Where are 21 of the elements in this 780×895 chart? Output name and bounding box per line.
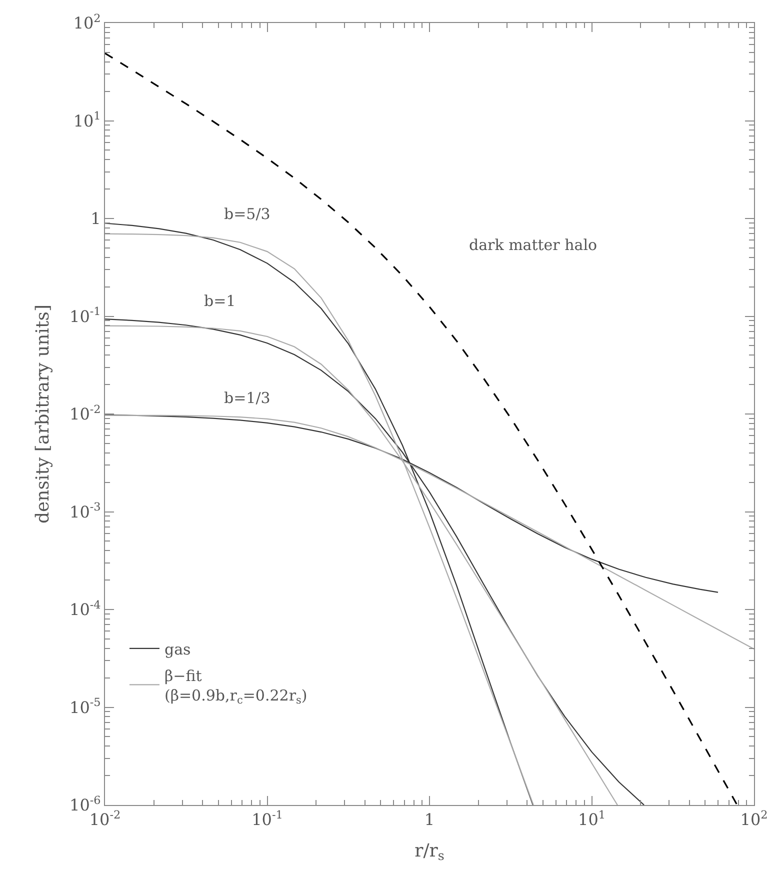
y-tick-label: 10$^{-1}$ — [70, 305, 101, 326]
x-tick-label: 10$^{-2}$ — [89, 808, 121, 830]
annotation: dark matter halo — [469, 236, 598, 254]
y-tick-label: 10$^{-4}$ — [70, 598, 101, 620]
annotation: b=5/3 — [224, 205, 270, 223]
y-tick-label: 10$^{-5}$ — [70, 696, 101, 717]
x-tick-label: 10$^{1}$ — [578, 808, 606, 830]
legend-label: β−fit (β=0.9b,r$_{c}$=0.22r$_{s}$) — [164, 666, 308, 706]
annotation: b=1/3 — [224, 389, 270, 407]
x-tick-label: 1 — [424, 810, 435, 830]
y-tick-label: 10$^{1}$ — [73, 110, 101, 130]
x-tick-label: 10$^{2}$ — [740, 808, 768, 830]
legend-label: gas — [164, 640, 191, 658]
y-tick-label: 10$^{2}$ — [73, 12, 101, 33]
y-axis-title: density [arbitrary units] — [32, 304, 54, 524]
y-tick-label: 10$^{-2}$ — [70, 402, 101, 424]
annotation: b=1 — [204, 292, 236, 310]
x-tick-label: 10$^{-1}$ — [252, 808, 283, 830]
x-axis-title: r/r$_{s}$ — [414, 840, 444, 864]
y-tick-label: 1 — [90, 209, 101, 228]
y-tick-label: 10$^{-3}$ — [70, 500, 101, 522]
